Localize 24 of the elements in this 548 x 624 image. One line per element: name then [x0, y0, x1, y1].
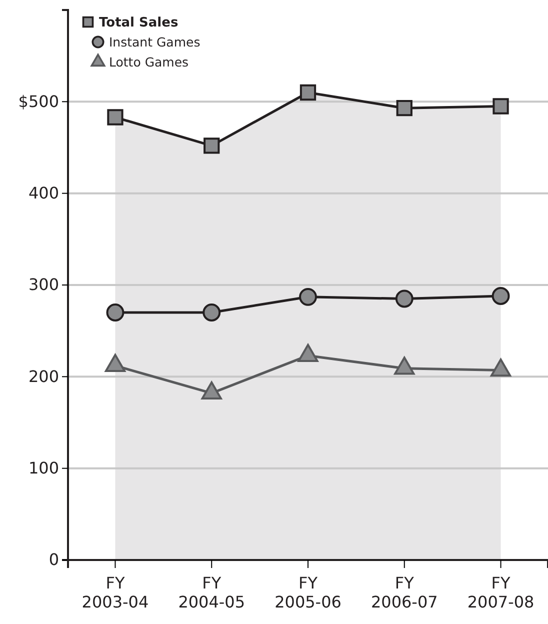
point [104, 354, 126, 372]
y-tick-label: 100 [28, 458, 59, 478]
point [300, 84, 316, 101]
x-tick-label: FY 2007-08 [467, 573, 534, 612]
point [394, 356, 415, 375]
point [396, 100, 412, 116]
legend-label: Lotto Games [109, 54, 189, 70]
y-tick-label: 300 [28, 275, 59, 294]
point [490, 358, 512, 377]
legend-label: Total Sales [99, 16, 178, 30]
x-tick-label: FY 2006-07 [370, 573, 438, 612]
x-tick-label: FY 2005-06 [274, 573, 342, 612]
y-tick-label: 200 [28, 366, 59, 386]
x-tick-label: FY 2004-05 [178, 573, 246, 612]
point [204, 138, 220, 154]
y-tick-label: $500 [18, 92, 59, 111]
point [201, 381, 222, 400]
x-tick-label: FY 2003-04 [82, 573, 149, 612]
y-tick-label: 400 [28, 183, 59, 202]
point [107, 109, 124, 126]
legend-label: Instant Games [109, 34, 200, 50]
point [492, 98, 509, 114]
point [298, 344, 318, 362]
y-tick-label: 0 [48, 550, 59, 570]
